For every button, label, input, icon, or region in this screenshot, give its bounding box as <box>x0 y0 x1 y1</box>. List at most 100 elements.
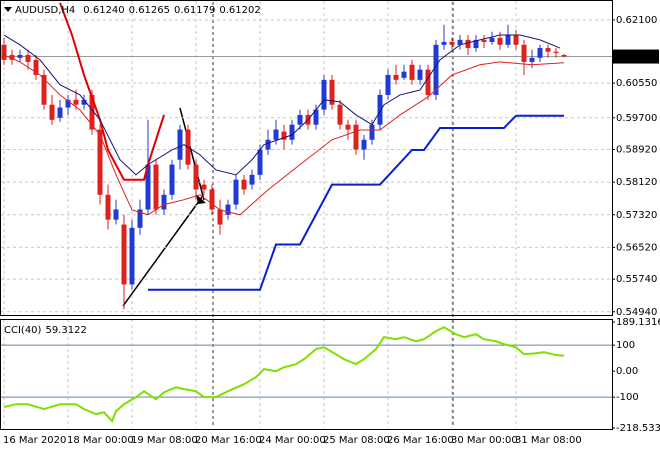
candle-body <box>529 57 535 62</box>
indicator-line <box>3 34 561 176</box>
chart-title: AUDUSD,H4 0.61240 0.61265 0.61179 0.61202 <box>15 5 261 16</box>
candle-body <box>241 179 247 190</box>
y-tick-label: -218.5332 <box>616 423 660 434</box>
candle-body <box>545 48 551 52</box>
x-tick-label: 19 Mar 08:00 <box>131 435 198 446</box>
trend-line <box>179 107 205 201</box>
y-tick-label: 0.55740 <box>616 274 657 285</box>
candle-body <box>273 129 279 140</box>
candle-body <box>425 69 431 95</box>
ohlc-label: 0.61179 <box>174 5 215 16</box>
candle-body <box>249 174 255 185</box>
y-tick-label: 0.60550 <box>616 78 657 89</box>
candle-body <box>145 164 151 210</box>
candle-body <box>281 131 287 140</box>
candle-body <box>465 39 471 49</box>
candle-body <box>161 194 167 210</box>
candle-body <box>233 179 239 205</box>
candle-body <box>105 194 111 220</box>
current-price-label: 0.61202 <box>617 52 658 63</box>
y-tick-label: 0.59700 <box>616 113 657 124</box>
candle-body <box>473 39 479 49</box>
x-tick-label: 18 Mar 00:00 <box>67 435 134 446</box>
candle-body <box>481 39 487 42</box>
candle-body <box>89 94 95 130</box>
candle-body <box>385 74 391 95</box>
candle-body <box>97 129 103 195</box>
candle-body <box>33 59 39 75</box>
candle-body <box>73 99 79 105</box>
indicator-line <box>3 54 565 216</box>
ohlc-label: 0.61202 <box>219 5 260 16</box>
candle-body <box>257 149 263 175</box>
candle-body <box>49 104 55 120</box>
x-tick-label: 31 Mar 08:00 <box>515 435 582 446</box>
candle-body <box>321 79 327 110</box>
candle-body <box>377 94 383 125</box>
indicator-line <box>148 114 564 291</box>
y-tick-label: 0.62100 <box>616 15 657 26</box>
candle-body <box>289 124 295 140</box>
cci-line <box>3 326 565 423</box>
candle-body <box>57 107 63 118</box>
candle-body <box>409 64 415 80</box>
candle-body <box>537 48 543 58</box>
candle-body <box>369 124 375 140</box>
candle-body <box>265 139 271 150</box>
candle-body <box>561 54 567 57</box>
candle-body <box>449 41 455 45</box>
candle-body <box>489 37 495 42</box>
indicator-line <box>59 2 165 181</box>
indicator-value: 59.3122 <box>45 325 86 336</box>
candle-body <box>153 164 159 210</box>
x-tick-label: 16 Mar 2020 <box>3 435 66 446</box>
candle-body <box>401 71 407 78</box>
x-tick-label: 26 Mar 16:00 <box>387 435 454 446</box>
y-tick-label: 100 <box>616 340 635 351</box>
candle-body <box>417 69 423 80</box>
candle-body <box>209 189 215 210</box>
y-tick-label: 0.54940 <box>616 307 657 318</box>
candle-body <box>1 44 7 60</box>
candle-body <box>521 44 527 62</box>
y-tick-label: 0.00 <box>616 366 638 377</box>
main-frame <box>0 0 613 316</box>
menu-triangle <box>4 7 12 12</box>
candle-body <box>41 74 47 105</box>
candle-body <box>353 124 359 150</box>
candle-body <box>337 104 343 125</box>
candle-body <box>329 79 335 105</box>
candle-body <box>113 209 119 220</box>
candle-body <box>297 114 303 125</box>
candle-body <box>457 39 463 45</box>
candle-body <box>25 54 31 62</box>
y-tick-label: 0.57320 <box>616 210 657 221</box>
candle-body <box>9 54 15 60</box>
candle-body <box>65 99 71 108</box>
candle-body <box>345 124 351 130</box>
y-tick-label: -100 <box>616 392 639 403</box>
candle-body <box>513 35 519 45</box>
candle-body <box>177 129 183 160</box>
candle-body <box>393 74 399 80</box>
candle-body <box>217 209 223 225</box>
candle-body <box>313 109 319 125</box>
candle-body <box>129 227 135 285</box>
current-price-box <box>613 49 659 64</box>
marks <box>1 1 615 429</box>
symbol: AUDUSD,H4 <box>15 5 75 16</box>
candle-body <box>169 164 175 195</box>
y-tick-label: 0.58920 <box>616 145 657 156</box>
x-tick-label: 25 Mar 08:00 <box>323 435 390 446</box>
arrow-head <box>196 194 206 204</box>
candle-body <box>497 37 503 45</box>
ohlc-label: 0.61265 <box>129 5 170 16</box>
candle-body <box>17 54 23 58</box>
candle-body <box>81 99 87 105</box>
y-tick-label: 0.58120 <box>616 177 657 188</box>
y-tick-label: 0.56520 <box>616 242 657 253</box>
cci-frame <box>0 319 613 430</box>
indicator-name: CCI(40) <box>4 325 42 336</box>
